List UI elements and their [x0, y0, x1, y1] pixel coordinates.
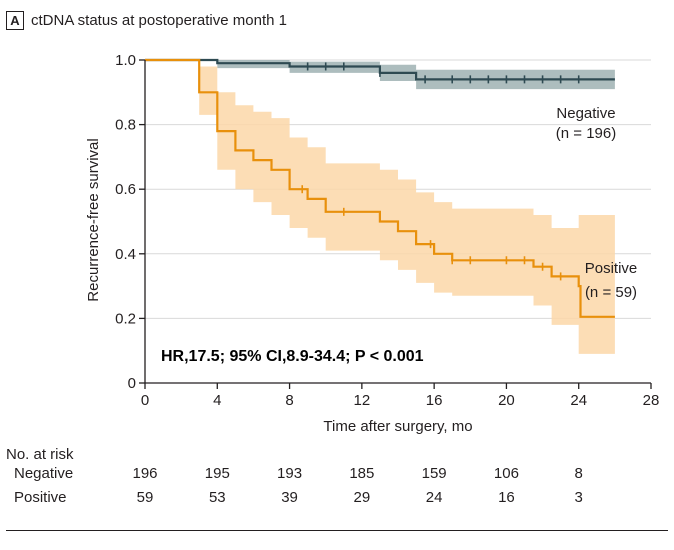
x-tick-label: 0: [141, 392, 149, 409]
ci-band-positive: [145, 60, 615, 354]
risk-cell: 59: [136, 489, 154, 506]
axes: 0 0.2 0.4 0.6 0.8 1.0 0 4 8 12 16 20 24 28: [115, 52, 659, 409]
km-curve-negative: [145, 58, 615, 81]
y-tick-label: 0.8: [115, 117, 136, 134]
risk-cell: 106: [493, 465, 519, 482]
risk-cell: 193: [277, 465, 303, 482]
risk-cell: 29: [353, 489, 371, 506]
bottom-rule: [6, 530, 668, 531]
panel-letter: A: [6, 10, 24, 30]
confidence-bands: [145, 60, 615, 354]
risk-cell: 16: [498, 489, 515, 506]
x-tick-label: 12: [354, 392, 371, 409]
x-tick-label: 20: [498, 392, 515, 409]
x-tick-label: 16: [426, 392, 443, 409]
x-tick-label: 8: [285, 392, 293, 409]
y-tick-label: 0.2: [115, 310, 136, 327]
positive-label: Positive: [585, 260, 638, 277]
y-tick-label: 0.6: [115, 181, 136, 198]
series-labels: Negative (n = 196) Positive (n = 59): [556, 105, 638, 301]
hazard-ratio-annotation: HR,17.5; 95% CI,8.9-34.4; P < 0.001: [161, 348, 424, 365]
risk-cell: 195: [204, 465, 230, 482]
panel-title: A ctDNA status at postoperative month 1: [6, 10, 287, 30]
km-curve-positive: [145, 58, 615, 318]
km-chart: 0 0.2 0.4 0.6 0.8 1.0 0 4 8 12 16 20 24 28 Recurrence…: [85, 52, 659, 435]
risk-cell: 39: [281, 489, 298, 506]
risk-cell: 53: [208, 489, 226, 506]
x-tick-label: 24: [570, 392, 587, 409]
risk-cell: 159: [421, 465, 447, 482]
x-tick-label: 4: [213, 392, 221, 409]
x-axis-label: Time after surgery, mo: [323, 418, 472, 435]
risk-cell: 3: [574, 489, 583, 506]
y-tick-label: 0.4: [115, 246, 136, 263]
y-axis-label: Recurrence-free survival: [85, 138, 102, 301]
risk-cell: 196: [132, 465, 158, 482]
chart-title: ctDNA status at postoperative month 1: [31, 11, 287, 29]
risk-cell: 24: [425, 489, 443, 506]
x-tick-label: 28: [643, 392, 660, 409]
survival-curves: [145, 58, 615, 318]
negative-n-label: (n = 196): [556, 125, 616, 142]
y-tick-label: 1.0: [115, 52, 136, 69]
risk-cell: 185: [349, 465, 375, 482]
risk-cell: 8: [574, 465, 583, 482]
risk-table-header: No. at risk: [6, 446, 74, 463]
risk-row-label: Positive: [14, 489, 67, 506]
positive-n-label: (n = 59): [585, 284, 637, 301]
risk-row-label: Negative: [14, 465, 74, 482]
y-tick-label: 0: [128, 375, 136, 392]
negative-label: Negative: [556, 105, 615, 122]
